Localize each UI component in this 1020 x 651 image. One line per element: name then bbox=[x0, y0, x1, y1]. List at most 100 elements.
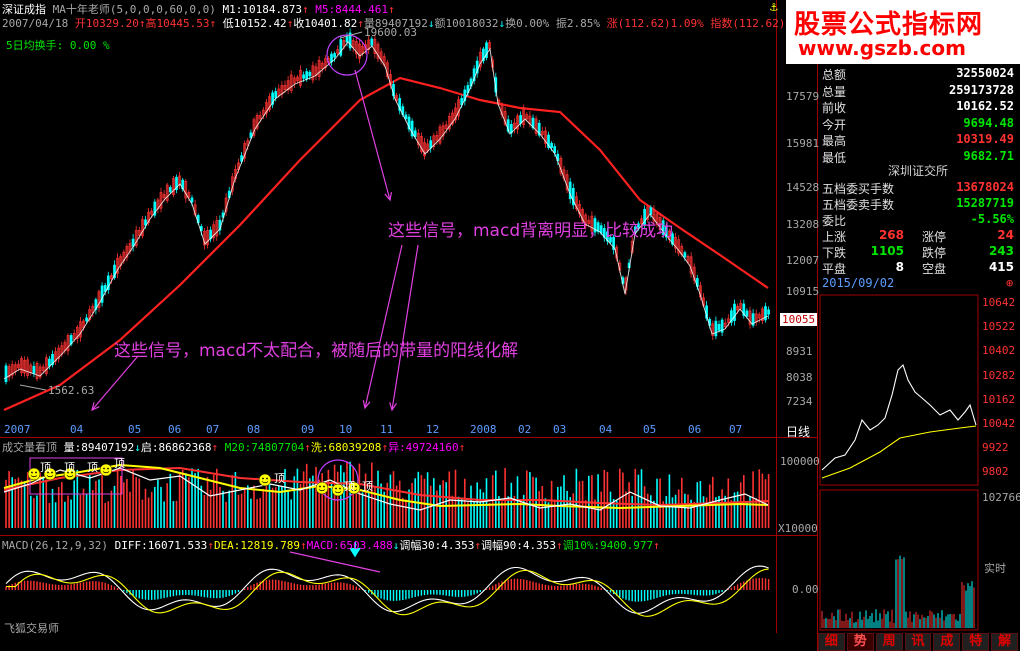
annotation-arrowhead bbox=[384, 192, 393, 202]
panel-divider-right bbox=[776, 0, 777, 633]
smiley-mouth bbox=[30, 475, 38, 478]
intraday-volume-frame bbox=[819, 489, 979, 631]
header-line-1: 深证成指 MA十年老师(5,0,0,0,60,0,0) M1:10184.873… bbox=[2, 1, 395, 17]
candle-body bbox=[79, 321, 82, 338]
diff-arrow-icon: ↑ bbox=[207, 539, 214, 552]
bottom-tab[interactable]: 势 bbox=[846, 633, 874, 651]
candle-body bbox=[292, 77, 296, 84]
candle-body bbox=[751, 313, 755, 326]
intraday-volume-axis: 102766 bbox=[982, 491, 1020, 504]
bottom-tab[interactable]: 特 bbox=[962, 633, 990, 651]
candle-body bbox=[255, 115, 259, 129]
candle-body bbox=[457, 99, 460, 117]
smiley-eye bbox=[67, 471, 69, 474]
peak-marker bbox=[339, 31, 363, 39]
candle-body bbox=[674, 236, 677, 249]
close-arrow-icon: ↑ bbox=[357, 17, 364, 30]
limit-up-label: 涨停 bbox=[922, 230, 947, 244]
top-signal-label: 顶 bbox=[344, 480, 355, 493]
xi-value: 洗:68039208 bbox=[310, 441, 382, 454]
quote-row-value: 10162.52 bbox=[956, 99, 1014, 113]
smiley-icon bbox=[315, 481, 329, 495]
candle-body bbox=[66, 335, 70, 352]
buy-volume-value: 13678024 bbox=[956, 180, 1014, 194]
anchor-icon[interactable]: ⚓ bbox=[770, 0, 778, 15]
candle-body bbox=[308, 71, 312, 77]
site-watermark: 股票公式指标网 www.gszb.com bbox=[786, 0, 1020, 64]
candle-body bbox=[444, 124, 448, 129]
quote-row: 最低 9682.71 bbox=[822, 149, 1014, 167]
divergence-line bbox=[289, 551, 381, 573]
candle-body bbox=[720, 319, 724, 333]
smiley-eye bbox=[71, 471, 73, 474]
sell-volume-value: 15287719 bbox=[956, 196, 1014, 210]
smiley-icon bbox=[27, 467, 41, 481]
bottom-tab[interactable]: 周 bbox=[875, 633, 903, 651]
tf30-arrow-icon: ↑ bbox=[474, 539, 481, 552]
candle-body bbox=[243, 143, 247, 159]
candle-body bbox=[736, 305, 739, 311]
candle-body bbox=[54, 351, 57, 362]
open-arrow-icon: ↑ bbox=[138, 17, 146, 30]
candle-body bbox=[26, 359, 30, 376]
index-name[interactable]: 深证成指 bbox=[2, 3, 46, 16]
candle-body bbox=[246, 140, 250, 146]
bar-volume: 量89407192 bbox=[363, 17, 428, 30]
candle-body bbox=[333, 53, 336, 58]
period-label[interactable]: 日线 bbox=[786, 425, 811, 439]
candle-body bbox=[106, 275, 110, 291]
quote-row-label: 总额 bbox=[822, 68, 847, 82]
bottom-tab[interactable]: 解 bbox=[991, 633, 1019, 651]
intraday-axis-tick: 10042 bbox=[982, 417, 1016, 430]
indicator-name[interactable]: MA十年老师(5,0,0,0,60,0,0) bbox=[52, 3, 216, 16]
volume-panel-title[interactable]: 成交量看顶 bbox=[2, 441, 57, 454]
candle-body bbox=[723, 322, 727, 327]
smiley-eye bbox=[47, 471, 49, 474]
candle-body bbox=[503, 110, 507, 125]
candle-body bbox=[103, 285, 107, 292]
quote-row: 总量 259173728 bbox=[822, 83, 1014, 101]
candle-body bbox=[373, 38, 377, 54]
candle-body bbox=[134, 230, 138, 246]
bottom-tab[interactable]: 讯 bbox=[904, 633, 932, 651]
candle-body bbox=[742, 303, 746, 316]
time-axis-tick: 04 bbox=[599, 423, 613, 436]
up-count-label: 上涨 bbox=[822, 230, 847, 244]
candle-body bbox=[72, 332, 76, 340]
bar-index-change: 指数(112.62)1. bbox=[710, 17, 799, 30]
candle-body bbox=[364, 44, 367, 51]
buy-volume-label: 五档委买手数 bbox=[822, 182, 895, 196]
crosshair-icon[interactable]: ⊕ bbox=[1006, 276, 1014, 290]
price-axis-tick: 13208 bbox=[786, 218, 820, 231]
quote-row-label: 总量 bbox=[822, 84, 847, 99]
smiley-mouth bbox=[66, 475, 74, 478]
limit-down-value: 243 bbox=[988, 244, 1014, 258]
candle-body bbox=[206, 230, 209, 245]
limit-down-label: 跌停 bbox=[922, 246, 947, 260]
price-axis-tick: 10055 bbox=[780, 313, 818, 326]
candle-body bbox=[568, 181, 572, 200]
candle-body bbox=[165, 184, 169, 201]
time-axis-tick: 2007 bbox=[4, 423, 31, 436]
m20-value: M20:74807704 bbox=[224, 441, 305, 454]
top-signal-label: 顶 bbox=[114, 457, 125, 470]
time-axis-tick: 11 bbox=[380, 423, 394, 436]
smiley-icon bbox=[63, 467, 77, 481]
annotation-arrowhead bbox=[91, 402, 100, 412]
bottom-tab[interactable]: 成 bbox=[933, 633, 961, 651]
candle-body bbox=[354, 41, 358, 55]
high-arrow-icon: ↑ bbox=[209, 17, 217, 30]
tf90-arrow-icon: ↑ bbox=[555, 539, 563, 552]
candle-body bbox=[664, 225, 668, 238]
dea-line bbox=[6, 568, 769, 617]
quote-row-value: 259173728 bbox=[948, 82, 1014, 97]
m1-value: M1:10184.873 bbox=[222, 3, 302, 16]
macd-title[interactable]: MACD(26,12,9,32) bbox=[2, 539, 108, 552]
breadth-row-1: 上涨 268 涨停 24 bbox=[822, 228, 1014, 246]
bottom-tab[interactable]: 细 bbox=[818, 633, 845, 651]
realtime-label[interactable]: 实时 bbox=[984, 562, 1006, 575]
sell-volume-label: 五档委卖手数 bbox=[822, 198, 895, 212]
candle-body bbox=[513, 122, 516, 129]
candle-body bbox=[730, 310, 733, 323]
